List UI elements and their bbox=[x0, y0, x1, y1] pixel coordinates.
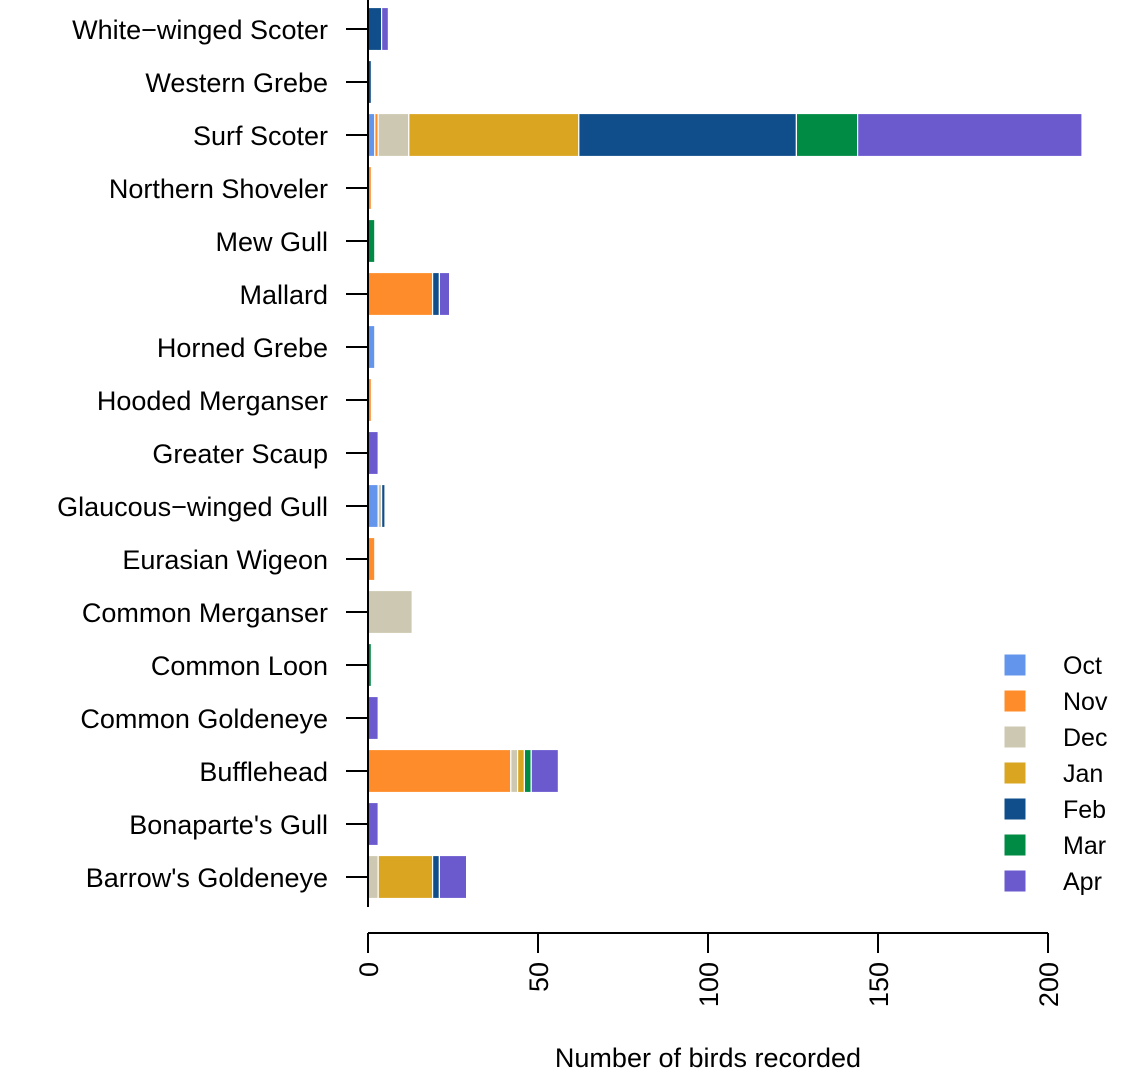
legend-label-mar: Mar bbox=[1063, 832, 1106, 860]
legend: Oct Nov Dec Jan Feb Mar Apr bbox=[1004, 652, 1108, 896]
bar-mallard-nov bbox=[367, 271, 434, 317]
category-label-eurasian-wigeon: Eurasian Wigeon bbox=[122, 545, 328, 575]
bar-glaucous-winged-gull-oct bbox=[367, 483, 379, 529]
bar-bonaparte-s-gull-apr bbox=[367, 801, 379, 847]
bar-white-winged-scoter-feb bbox=[367, 6, 383, 52]
bar-bufflehead-jan bbox=[516, 748, 525, 794]
legend-swatch-apr bbox=[1004, 870, 1026, 892]
bar-surf-scoter-oct bbox=[367, 112, 376, 158]
category-label-horned-grebe: Horned Grebe bbox=[157, 333, 328, 363]
x-tick-label: 150 bbox=[864, 962, 894, 1007]
x-axis: 0 50 100 150 200 bbox=[354, 932, 1064, 1007]
category-label-bufflehead: Bufflehead bbox=[199, 757, 328, 787]
category-label-hooded-merganser: Hooded Merganser bbox=[97, 386, 328, 416]
bar-common-goldeneye-apr bbox=[367, 695, 379, 741]
category-label-white-winged-scoter: White−winged Scoter bbox=[72, 15, 328, 45]
legend-swatch-mar bbox=[1004, 834, 1026, 856]
legend-swatch-dec bbox=[1004, 726, 1026, 748]
x-tick-label: 50 bbox=[524, 962, 554, 992]
category-label-western-grebe: Western Grebe bbox=[145, 68, 328, 98]
category-label-surf-scoter: Surf Scoter bbox=[193, 121, 328, 151]
legend-label-dec: Dec bbox=[1063, 724, 1107, 752]
legend-swatch-oct bbox=[1004, 654, 1026, 676]
legend-swatch-jan bbox=[1004, 762, 1026, 784]
bar-barrow-s-goldeneye-jan bbox=[377, 854, 434, 900]
x-axis-title: Number of birds recorded bbox=[555, 1043, 861, 1073]
legend-label-oct: Oct bbox=[1063, 652, 1102, 680]
bar-bufflehead-apr bbox=[530, 748, 560, 794]
category-label-common-goldeneye: Common Goldeneye bbox=[80, 704, 328, 734]
category-label-northern-shoveler: Northern Shoveler bbox=[109, 174, 328, 204]
legend-label-feb: Feb bbox=[1063, 796, 1106, 824]
legend-label-jan: Jan bbox=[1063, 760, 1103, 788]
bar-bufflehead-mar bbox=[523, 748, 532, 794]
bar-surf-scoter-mar bbox=[795, 112, 859, 158]
bar-mallard-feb bbox=[432, 271, 441, 317]
x-tick-label: 100 bbox=[694, 962, 724, 1007]
bar-barrow-s-goldeneye-dec bbox=[367, 854, 379, 900]
category-label-bonaparte-s-gull: Bonaparte's Gull bbox=[129, 810, 328, 840]
category-label-common-loon: Common Loon bbox=[151, 651, 328, 681]
category-label-mallard: Mallard bbox=[239, 280, 328, 310]
legend-label-nov: Nov bbox=[1063, 688, 1108, 716]
category-label-glaucous-winged-gull: Glaucous−winged Gull bbox=[57, 492, 328, 522]
legend-swatch-nov bbox=[1004, 690, 1026, 712]
x-tick-label: 0 bbox=[354, 962, 384, 977]
bar-mew-gull-mar bbox=[367, 218, 376, 264]
x-tick-label: 200 bbox=[1034, 962, 1064, 1007]
bar-surf-scoter-apr bbox=[856, 112, 1083, 158]
legend-label-apr: Apr bbox=[1063, 868, 1102, 896]
bar-bufflehead-nov bbox=[367, 748, 512, 794]
bar-surf-scoter-dec bbox=[377, 112, 410, 158]
legend-swatch-feb bbox=[1004, 798, 1026, 820]
bar-greater-scaup-apr bbox=[367, 430, 379, 476]
bar-common-merganser-dec bbox=[367, 589, 413, 635]
bar-horned-grebe-oct bbox=[367, 324, 376, 370]
category-label-barrow-s-goldeneye: Barrow's Goldeneye bbox=[86, 863, 328, 893]
category-label-mew-gull: Mew Gull bbox=[215, 227, 328, 257]
bar-barrow-s-goldeneye-apr bbox=[438, 854, 468, 900]
bar-eurasian-wigeon-nov bbox=[367, 536, 376, 582]
bar-surf-scoter-feb bbox=[578, 112, 797, 158]
bar-surf-scoter-jan bbox=[408, 112, 580, 158]
bar-white-winged-scoter-apr bbox=[381, 6, 390, 52]
bar-mallard-apr bbox=[438, 271, 451, 317]
bar-glaucous-winged-gull-feb bbox=[381, 483, 386, 529]
bar-barrow-s-goldeneye-feb bbox=[432, 854, 441, 900]
category-label-common-merganser: Common Merganser bbox=[82, 598, 328, 628]
y-axis: Barrow's Goldeneye Bonaparte's Gull Buffle… bbox=[57, 0, 369, 907]
bar-bufflehead-dec bbox=[510, 748, 519, 794]
bars-layer bbox=[367, 6, 1083, 900]
category-label-greater-scaup: Greater Scaup bbox=[152, 439, 328, 469]
